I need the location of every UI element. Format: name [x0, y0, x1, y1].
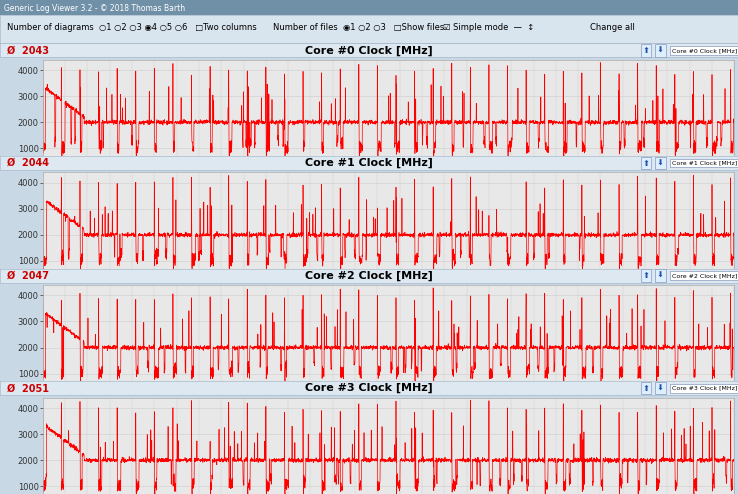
Text: ☑ Simple mode  —  ↕: ☑ Simple mode — ↕: [443, 23, 534, 32]
Text: Core #3 Clock [MHz]: Core #3 Clock [MHz]: [672, 386, 737, 391]
Text: Ø  2047: Ø 2047: [7, 271, 49, 281]
Text: Core #1 Clock [MHz]: Core #1 Clock [MHz]: [305, 158, 433, 168]
Text: Ø  2043: Ø 2043: [7, 45, 49, 55]
Text: ⬆: ⬆: [642, 271, 649, 280]
Text: Core #0 Clock [MHz]: Core #0 Clock [MHz]: [305, 45, 433, 55]
Text: ⬆: ⬆: [642, 159, 649, 167]
Text: Core #2 Clock [MHz]: Core #2 Clock [MHz]: [305, 271, 433, 281]
Text: ⬇: ⬇: [657, 384, 664, 393]
Text: Number of diagrams  ○1 ○2 ○3 ◉4 ○5 ○6   □Two columns: Number of diagrams ○1 ○2 ○3 ◉4 ○5 ○6 □Tw…: [7, 23, 257, 32]
Text: ⬇: ⬇: [657, 271, 664, 280]
Text: Generic Log Viewer 3.2 - © 2018 Thomas Barth: Generic Log Viewer 3.2 - © 2018 Thomas B…: [4, 3, 184, 13]
Text: Core #0 Clock [MHz]: Core #0 Clock [MHz]: [672, 48, 737, 53]
Text: Change all: Change all: [590, 23, 635, 32]
Text: ⬇: ⬇: [657, 46, 664, 55]
Text: Ø  2051: Ø 2051: [7, 383, 49, 393]
Text: Ø  2044: Ø 2044: [7, 158, 49, 168]
Text: Core #1 Clock [MHz]: Core #1 Clock [MHz]: [672, 161, 737, 165]
Text: ⬆: ⬆: [642, 46, 649, 55]
Text: ⬆: ⬆: [642, 384, 649, 393]
Text: Number of files  ◉1 ○2 ○3   □Show files: Number of files ◉1 ○2 ○3 □Show files: [273, 23, 444, 32]
Text: Core #2 Clock [MHz]: Core #2 Clock [MHz]: [672, 273, 737, 278]
Text: Core #3 Clock [MHz]: Core #3 Clock [MHz]: [305, 383, 433, 393]
Text: ⬇: ⬇: [657, 159, 664, 167]
